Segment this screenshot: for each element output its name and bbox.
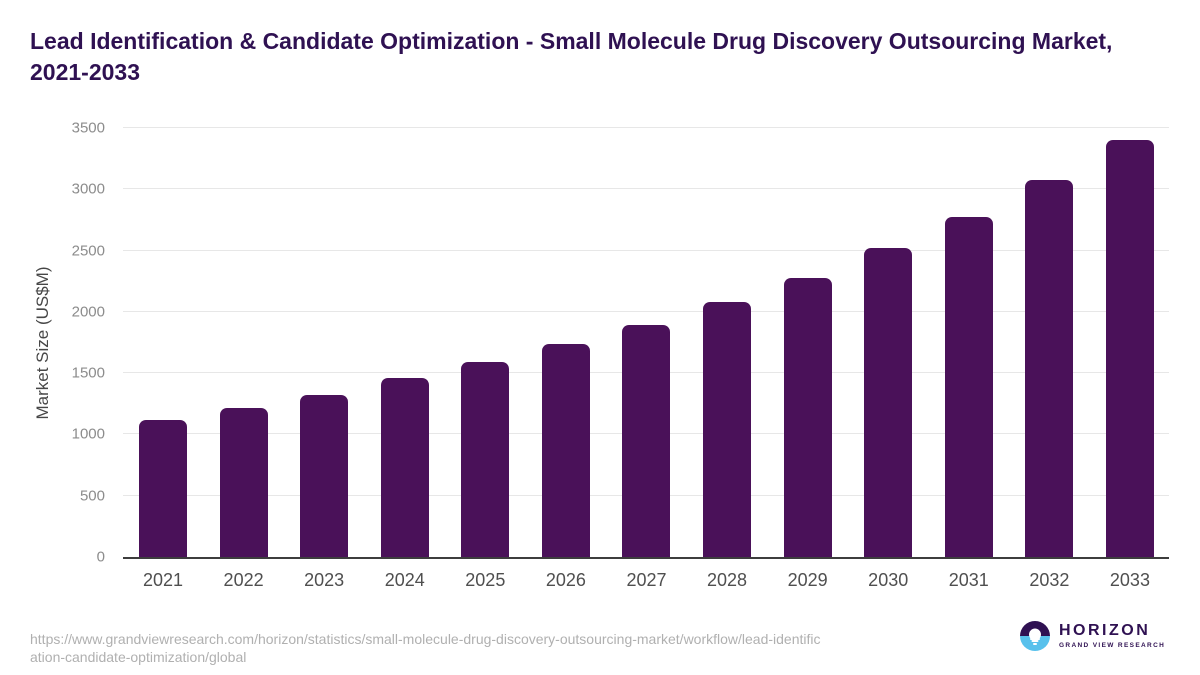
y-axis-title: Market Size (US$M) bbox=[33, 265, 52, 420]
bar-series: 2021 2022 2023 2024 2025 2026 2027 2028 2029 2030… bbox=[139, 128, 1154, 590]
x-tick-label-2022: 2022 bbox=[223, 570, 264, 590]
gridline-3000 bbox=[123, 188, 1169, 190]
y-tick-label-2000: 2000 bbox=[71, 303, 105, 321]
x-tick-label-2030: 2030 bbox=[868, 570, 909, 590]
bar-2032[interactable] bbox=[1025, 180, 1074, 557]
bar-column-2032: 2032 bbox=[1025, 128, 1074, 590]
bar-2030[interactable] bbox=[864, 248, 913, 557]
bar-column-2025: 2025 bbox=[461, 128, 510, 590]
bar-column-2021: 2021 bbox=[139, 128, 187, 590]
bar-column-2023: 2023 bbox=[300, 128, 349, 590]
x-tick-label-2033: 2033 bbox=[1109, 570, 1150, 590]
bar-column-2031: 2031 bbox=[944, 128, 993, 590]
y-tick-label-1000: 1000 bbox=[71, 425, 105, 443]
logo-text: HORIZON GRAND VIEW RESEARCH bbox=[1059, 622, 1166, 650]
bar-2027[interactable] bbox=[622, 325, 671, 557]
y-tick-label-3000: 3000 bbox=[71, 180, 105, 198]
x-tick-label-2031: 2031 bbox=[948, 570, 989, 590]
x-tick-label-2024: 2024 bbox=[384, 570, 425, 590]
source-url: https://www.grandviewresearch.com/horizo… bbox=[30, 630, 821, 666]
x-tick-label-2023: 2023 bbox=[304, 570, 345, 590]
horizon-sunset-icon bbox=[1020, 621, 1050, 651]
x-tick-label-2027: 2027 bbox=[626, 570, 667, 590]
sun-icon bbox=[1029, 628, 1041, 641]
x-tick-label-2032: 2032 bbox=[1029, 570, 1070, 590]
x-tick-label-2028: 2028 bbox=[707, 570, 748, 590]
bar-column-2024: 2024 bbox=[380, 128, 429, 590]
chart-title: Lead Identification & Candidate Optimiza… bbox=[30, 28, 1113, 85]
bar-column-2026: 2026 bbox=[541, 128, 590, 590]
source-url-line-1: https://www.grandviewresearch.com/horizo… bbox=[30, 631, 821, 647]
gridline-2500 bbox=[123, 249, 1169, 251]
bar-2031[interactable] bbox=[944, 216, 993, 557]
bar-2028[interactable] bbox=[703, 302, 752, 557]
bar-column-2022: 2022 bbox=[219, 128, 268, 590]
bar-column-2027: 2027 bbox=[622, 128, 671, 590]
y-tick-label-3500: 3500 bbox=[71, 119, 105, 137]
bar-2024[interactable] bbox=[380, 378, 429, 557]
x-tick-label-2029: 2029 bbox=[787, 570, 828, 590]
bar-2023[interactable] bbox=[300, 395, 349, 557]
horizon-logo: HORIZON GRAND VIEW RESEARCH bbox=[1020, 621, 1165, 651]
source-url-line-2: ation-candidate-optimization/global bbox=[30, 649, 247, 665]
bar-column-2030: 2030 bbox=[864, 128, 913, 590]
y-tick-label-1500: 1500 bbox=[71, 364, 105, 382]
x-tick-label-2021: 2021 bbox=[142, 570, 184, 590]
y-tick-label-2500: 2500 bbox=[71, 242, 105, 260]
bar-column-2033: 2033 bbox=[1105, 128, 1154, 590]
x-tick-label-2025: 2025 bbox=[465, 570, 506, 590]
y-tick-label-500: 500 bbox=[79, 487, 105, 505]
x-tick-label-2026: 2026 bbox=[545, 570, 586, 590]
logo-brand-subtitle: GRAND VIEW RESEARCH bbox=[1059, 642, 1166, 649]
gridline-2000 bbox=[123, 310, 1169, 312]
gridline-3500 bbox=[123, 127, 1169, 128]
bar-2029[interactable] bbox=[783, 277, 832, 557]
logo-brand-name: HORIZON bbox=[1059, 622, 1151, 639]
plot-area: Market Size (US$M) 0 500 1000 1500 2000 2500 3… bbox=[33, 120, 1169, 590]
bar-column-2029: 2029 bbox=[783, 128, 832, 590]
bar-column-2028: 2028 bbox=[703, 128, 752, 590]
bar-2022[interactable] bbox=[219, 408, 268, 557]
bar-2026[interactable] bbox=[541, 343, 590, 557]
bar-2025[interactable] bbox=[461, 362, 510, 557]
bar-2033[interactable] bbox=[1105, 139, 1154, 557]
y-tick-label-0: 0 bbox=[96, 548, 105, 566]
bar-2021[interactable] bbox=[139, 419, 187, 557]
